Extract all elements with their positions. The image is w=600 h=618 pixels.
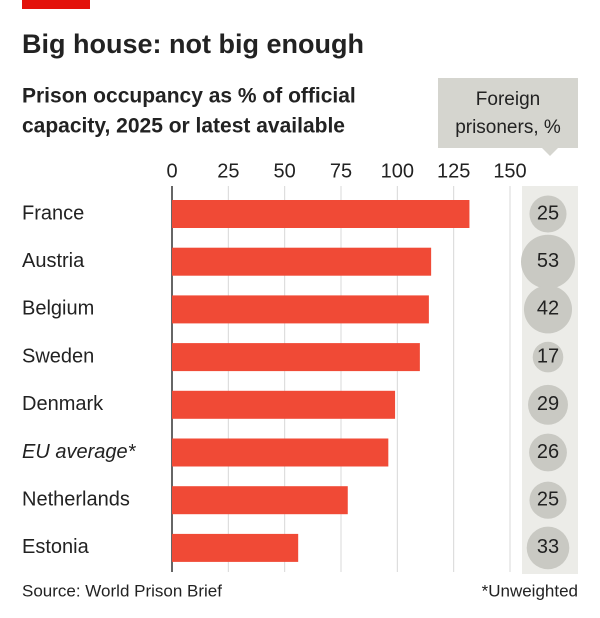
bubble-header-label: Foreign — [476, 89, 540, 110]
bubble — [529, 481, 567, 519]
bubble — [521, 234, 575, 289]
subtitle: capacity, 2025 or latest available — [22, 115, 345, 138]
bubble-label: 26 — [537, 441, 559, 463]
category-label: Belgium — [22, 298, 94, 320]
subtitle: Prison occupancy as % of official — [22, 85, 356, 108]
bar — [172, 200, 470, 228]
x-tick-label: 0 — [166, 160, 177, 182]
bubble-label: 33 — [537, 536, 559, 558]
category-label: Denmark — [22, 393, 104, 415]
bubble-label: 53 — [537, 250, 559, 272]
x-tick-label: 25 — [217, 160, 239, 182]
bubble-header — [438, 78, 578, 156]
bubble — [529, 433, 567, 472]
bar — [172, 438, 389, 467]
bubble — [529, 195, 567, 233]
bubble — [526, 526, 570, 570]
x-tick-label: 150 — [493, 160, 526, 182]
x-tick-label: 50 — [274, 160, 296, 182]
x-tick-label: 125 — [437, 160, 470, 182]
x-tick-label: 100 — [381, 160, 414, 182]
x-tick-label: 75 — [330, 160, 352, 182]
note: *Unweighted — [482, 581, 578, 600]
bubble-label: 25 — [537, 202, 559, 224]
chart-title: Big house: not big enough — [22, 29, 364, 59]
bubble-label: 17 — [537, 345, 559, 367]
bar — [172, 295, 429, 324]
bar — [172, 486, 348, 515]
bar — [172, 390, 396, 419]
bar — [172, 343, 420, 372]
category-label: EU average* — [22, 441, 137, 463]
bubble-label: 25 — [537, 488, 559, 510]
bubble — [532, 341, 564, 373]
source: Source: World Prison Brief — [22, 581, 222, 600]
category-label: Estonia — [22, 536, 90, 558]
category-label: Sweden — [22, 345, 94, 367]
bubble-label: 42 — [537, 298, 559, 320]
bubble-header-label: prisoners, % — [455, 117, 561, 138]
bubble — [523, 285, 573, 334]
brand-bar — [22, 0, 90, 9]
category-label: France — [22, 202, 84, 224]
bar — [172, 247, 432, 276]
category-label: Netherlands — [22, 488, 130, 510]
bar — [172, 533, 299, 562]
category-label: Austria — [22, 250, 85, 272]
bubble — [528, 384, 568, 425]
bubble-label: 29 — [537, 393, 559, 415]
